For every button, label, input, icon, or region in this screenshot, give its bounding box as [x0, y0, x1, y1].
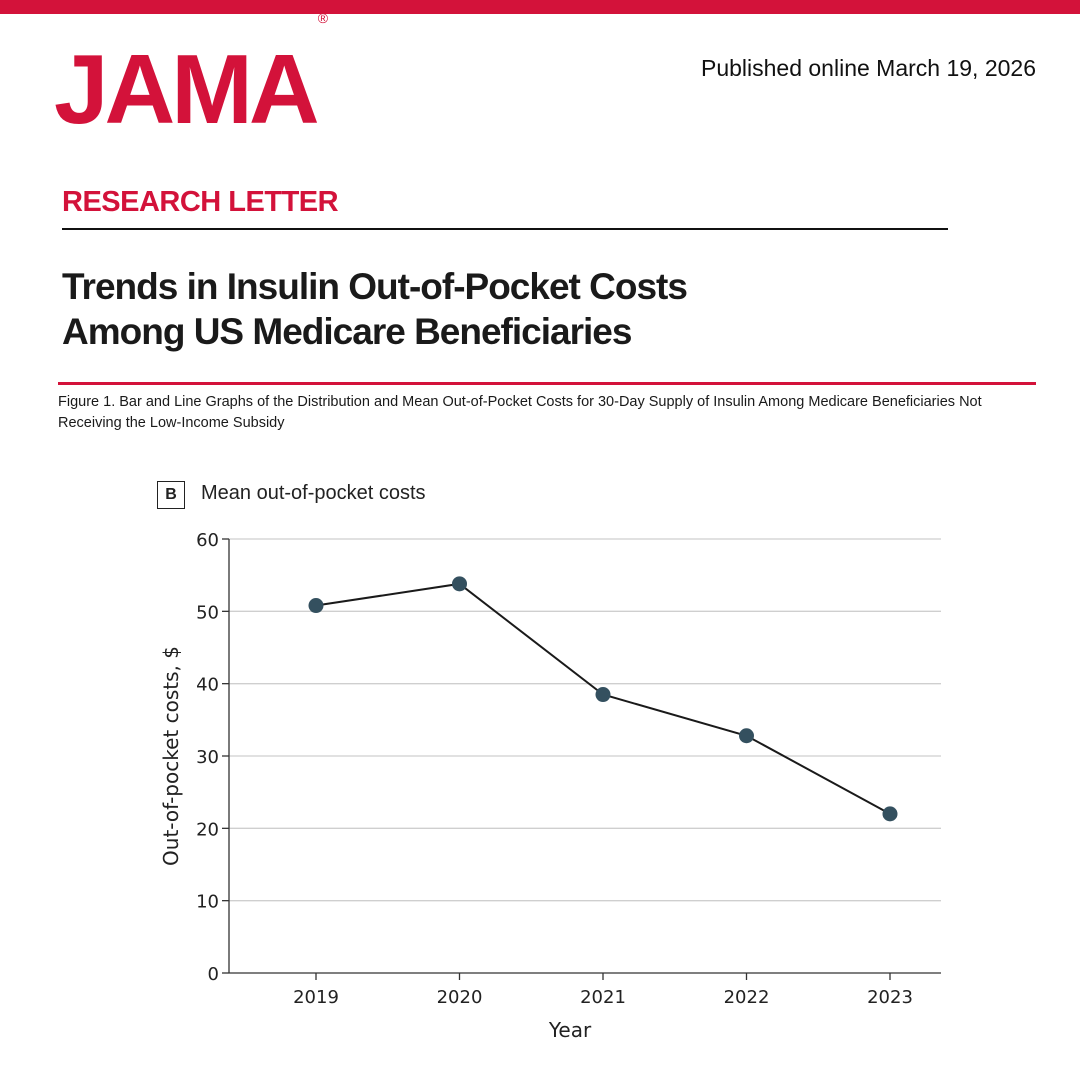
x-tick-label-2019: 2019 [293, 987, 339, 1008]
published-date: Published online March 19, 2026 [700, 55, 1036, 81]
x-tick-label-2020: 2020 [437, 987, 483, 1008]
x-tick-label-2023: 2023 [867, 987, 913, 1008]
x-tick-label-2022: 2022 [724, 987, 770, 1008]
data-point-2019 [308, 598, 324, 614]
panel-letter: B [157, 481, 185, 509]
y-tick-label-20: 20 [196, 819, 219, 840]
figure-caption: Figure 1. Bar and Line Graphs of the Dis… [58, 394, 982, 431]
y-tick-label-40: 40 [196, 675, 219, 696]
figure-divider [58, 382, 1036, 385]
x-axis-label: Year [548, 1018, 592, 1042]
jama-logo: JAMA® [54, 10, 329, 144]
data-point-2021 [595, 687, 611, 703]
y-tick-label-50: 50 [196, 602, 219, 623]
article-title-line-2: Among US Medicare Beneficiaries [62, 311, 632, 352]
section-label: RESEARCH LETTER [62, 186, 339, 218]
registered-mark: ® [317, 10, 329, 27]
article-title-line-1: Trends in Insulin Out-of-Pocket Costs [62, 266, 688, 307]
y-axis-label: Out-of-pocket costs, $ [159, 646, 183, 866]
y-tick-label-0: 0 [208, 964, 219, 985]
y-tick-label-60: 60 [196, 530, 219, 551]
top-brand-bar [0, 0, 1080, 14]
y-tick-label-30: 30 [196, 747, 219, 768]
x-tick-label-2021: 2021 [580, 987, 626, 1008]
data-point-2020 [452, 576, 467, 592]
data-point-2023 [882, 806, 898, 822]
section-divider [62, 228, 948, 230]
data-point-2022 [739, 728, 754, 744]
y-tick-label-10: 10 [196, 892, 219, 913]
panel-title: Mean out-of-pocket costs [201, 482, 426, 504]
article-title: Trends in Insulin Out-of-Pocket Costs Am… [62, 264, 962, 354]
